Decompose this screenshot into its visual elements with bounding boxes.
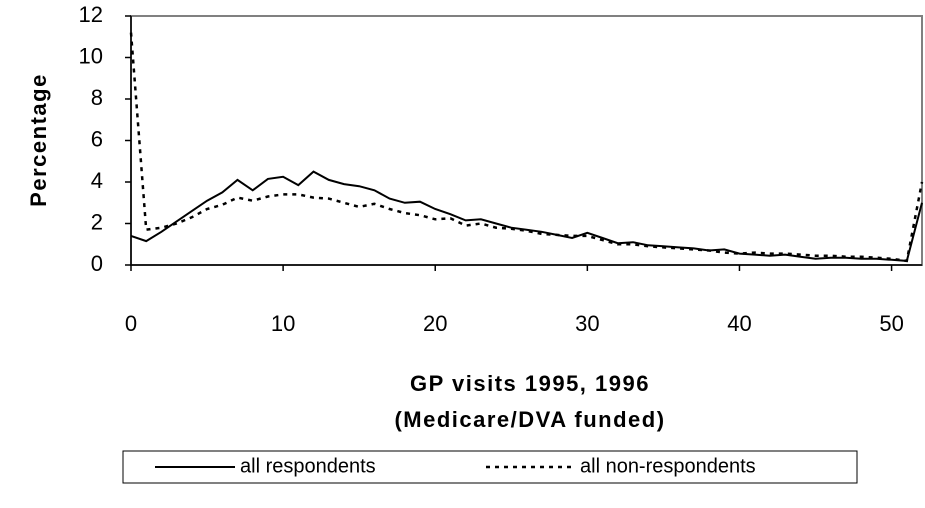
- y-tick-label: 4: [91, 168, 103, 193]
- y-tick-label: 12: [79, 2, 103, 27]
- x-tick-label: 10: [271, 311, 295, 336]
- y-tick-label: 6: [91, 126, 103, 151]
- x-tick-label: 20: [423, 311, 447, 336]
- y-tick-label: 10: [79, 43, 103, 68]
- series-line: [130, 170, 923, 262]
- plot-frame: [130, 15, 923, 266]
- x-axis-label: (Medicare/DVA funded): [394, 407, 665, 432]
- y-tick-label: 8: [91, 85, 103, 110]
- legend-box: [122, 450, 858, 484]
- legend-label: all respondents: [240, 455, 376, 477]
- x-tick-label: 40: [727, 311, 751, 336]
- x-tick-label: 0: [125, 311, 137, 336]
- x-tick-label: 30: [575, 311, 599, 336]
- series-line: [129, 32, 924, 263]
- y-tick-label: 0: [91, 251, 103, 276]
- x-tick-label: 50: [879, 311, 903, 336]
- y-tick-label: 2: [91, 209, 103, 234]
- x-axis-label: GP visits 1995, 1996: [410, 371, 650, 396]
- y-axis-label: Percentage: [26, 73, 51, 207]
- legend-label: all non-respondents: [580, 455, 756, 477]
